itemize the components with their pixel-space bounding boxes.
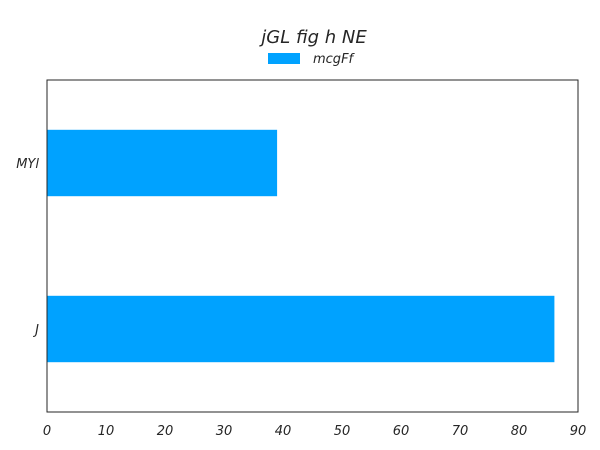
legend-label: mcgFf xyxy=(313,52,356,67)
x-tick-labels: 0 10 20 30 40 50 60 70 80 90 xyxy=(43,424,586,439)
y-tick-label: MYl xyxy=(16,157,39,172)
x-tick-label: 30 xyxy=(216,424,233,439)
y-tick-label: J xyxy=(32,323,39,338)
bars-group xyxy=(47,129,555,363)
bar-MYl xyxy=(47,129,278,197)
bar-J xyxy=(47,295,555,363)
chart-title: jGL fig h NE xyxy=(258,27,367,48)
plot-frame xyxy=(46,79,579,413)
legend: mcgFf xyxy=(268,52,356,67)
x-tick-label: 50 xyxy=(334,424,351,439)
x-tick-label: 70 xyxy=(452,424,469,439)
x-tick-label: 80 xyxy=(511,424,528,439)
legend-swatch xyxy=(268,53,300,64)
x-tick-label: 60 xyxy=(393,424,410,439)
x-tick-label: 10 xyxy=(98,424,115,439)
x-tick-label: 0 xyxy=(43,424,51,439)
x-tick-label: 90 xyxy=(570,424,587,439)
y-tick-labels: MYl J xyxy=(16,157,39,338)
x-tick-label: 40 xyxy=(275,424,292,439)
x-tick-label: 20 xyxy=(157,424,174,439)
